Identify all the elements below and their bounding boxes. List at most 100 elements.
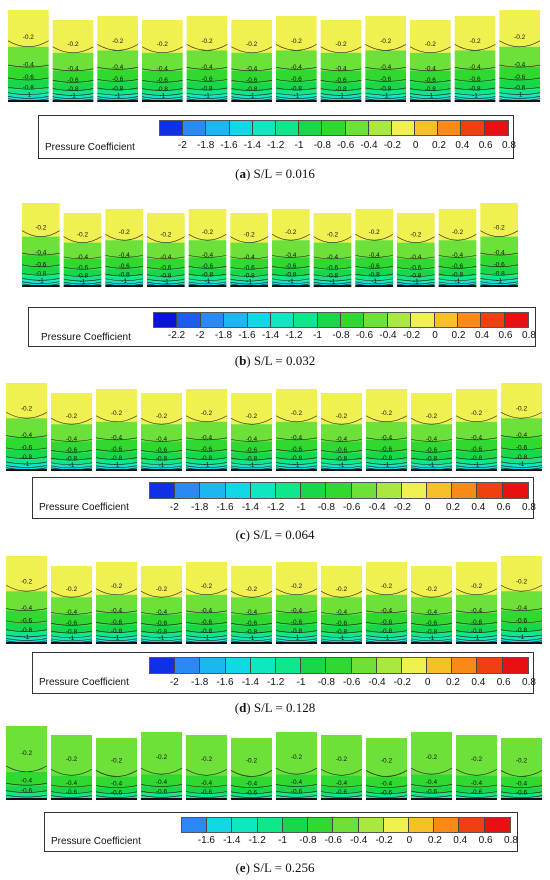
contour-line [230,590,273,598]
contour-band [365,69,406,82]
colorbar-tick-label: -1.8 [214,330,233,341]
contour-line [320,88,362,91]
contour-band [8,67,49,80]
colorbar-swatch [150,483,176,498]
contour-line [410,767,453,775]
contour-line [365,96,407,99]
contour-value-label: -0.4 [336,609,348,616]
contour-value-label: -0.2 [469,38,481,45]
contour-band [410,70,451,83]
contour-line [140,790,183,794]
colorbar-tick-label: 0 [412,140,419,151]
contour-band [96,464,137,468]
contour-line [141,93,183,96]
contour-value-label: -0.6 [494,261,506,268]
contour-line [230,457,273,461]
contour-line [188,278,227,282]
contour-line [50,622,93,626]
contour-line [396,278,435,282]
contour-band [321,566,362,598]
contour-band [320,20,362,53]
contour-value-label: -0.4 [157,66,169,73]
strip-base-edge [186,100,228,102]
contour-value-label: -0.2 [471,410,483,417]
contour-line [63,236,102,243]
contour-line [410,449,453,453]
contour-band [186,439,227,452]
strip-base-edge [366,798,407,800]
contour-band [454,95,496,99]
contour-line [320,457,363,461]
colorbar-swatch [322,121,346,135]
contour-value-label: -0.6 [335,77,347,84]
contour-value-label: -0.8 [380,85,392,92]
contour-band [231,98,272,101]
contour-strip: -0.2 -0.4-0.6 [95,738,138,800]
contour-value-label: -0.2 [201,38,213,45]
contour-line [6,794,48,798]
contour-band [320,90,362,96]
contour-band [8,79,49,90]
contour-value-label: -0.6 [410,264,422,271]
contour-band [142,20,183,53]
colorbar-swatch [252,121,276,135]
contour-band [186,787,227,794]
contour-band [366,421,407,440]
contour-line [313,281,352,285]
strip-base-edge [6,642,47,644]
contour-band [6,622,47,632]
colorbar-tick-label: -2 [169,677,179,688]
contour-strip: -0.2 -0.4 -0.6 -0.8-1 [320,20,362,102]
contour-plot-b: -0.2 -0.4 -0.6 -0.8 -1 -0.2 -0.4 -0.6 -0.8 -1 -0.2… [22,203,518,287]
contour-value-label: -0.6 [471,446,483,453]
contour-band [499,98,540,101]
contour-band [501,449,542,459]
contour-band [231,52,272,71]
colorbar-tick-label: -0.8 [317,502,335,513]
contour-value-label: -0.4 [426,609,438,616]
contour-value-label: -0.8 [426,629,438,636]
contour-band [231,738,272,777]
contour-value-label: -0.6 [291,788,303,795]
contour-band [51,735,92,776]
contour-band [96,439,137,452]
contour-band [188,268,227,277]
contour-line [275,794,318,798]
colorbar-tick-label: 0.8 [504,835,518,846]
contour-line [454,44,496,51]
contour-band [410,95,451,99]
contour-band [456,562,497,595]
contour-value-label: -0.4 [410,254,422,261]
contour-band [52,82,94,91]
contour-band [51,566,92,598]
contour-line [410,417,453,425]
contour-strip: -0.2 -0.4 -0.6 -0.8-1 [6,556,48,644]
contour-band [51,393,92,425]
contour-line [185,795,228,798]
contour-band [141,614,182,626]
contour-line [50,638,93,642]
contour-band [276,81,317,90]
contour-band [51,775,92,787]
contour-value-label: -1 [69,635,75,642]
contour-value-label: -0.4 [21,605,33,612]
contour-value-label: -0.8 [246,456,258,463]
contour-line [50,449,93,453]
contour-value-label: -0.6 [21,788,33,795]
contour-band [321,393,362,425]
contour-band [397,269,435,277]
colorbar-swatch [341,313,365,327]
panel-d: -0.2 -0.4 -0.6 -0.8 -1 -0.2 -0.4 -0.6 -0.8 -1 -0.2… [0,550,550,720]
contour-line [275,87,317,91]
contour-strip: -0.2 -0.4 -0.6 -0.8-1 [365,16,407,102]
contour-strip: -0.2 -0.4 -0.6 -0.8-1 [454,16,496,102]
contour-line [230,465,273,469]
caption-c: (c) S/L = 0.064 [235,527,315,542]
contour-band [141,460,182,465]
colorbar-tick-label: -0.8 [332,330,350,341]
contour-line [396,236,435,243]
contour-line [230,439,273,442]
strip-base-edge [141,469,182,471]
contour-line [8,40,49,48]
strip-base-edge [411,469,452,471]
